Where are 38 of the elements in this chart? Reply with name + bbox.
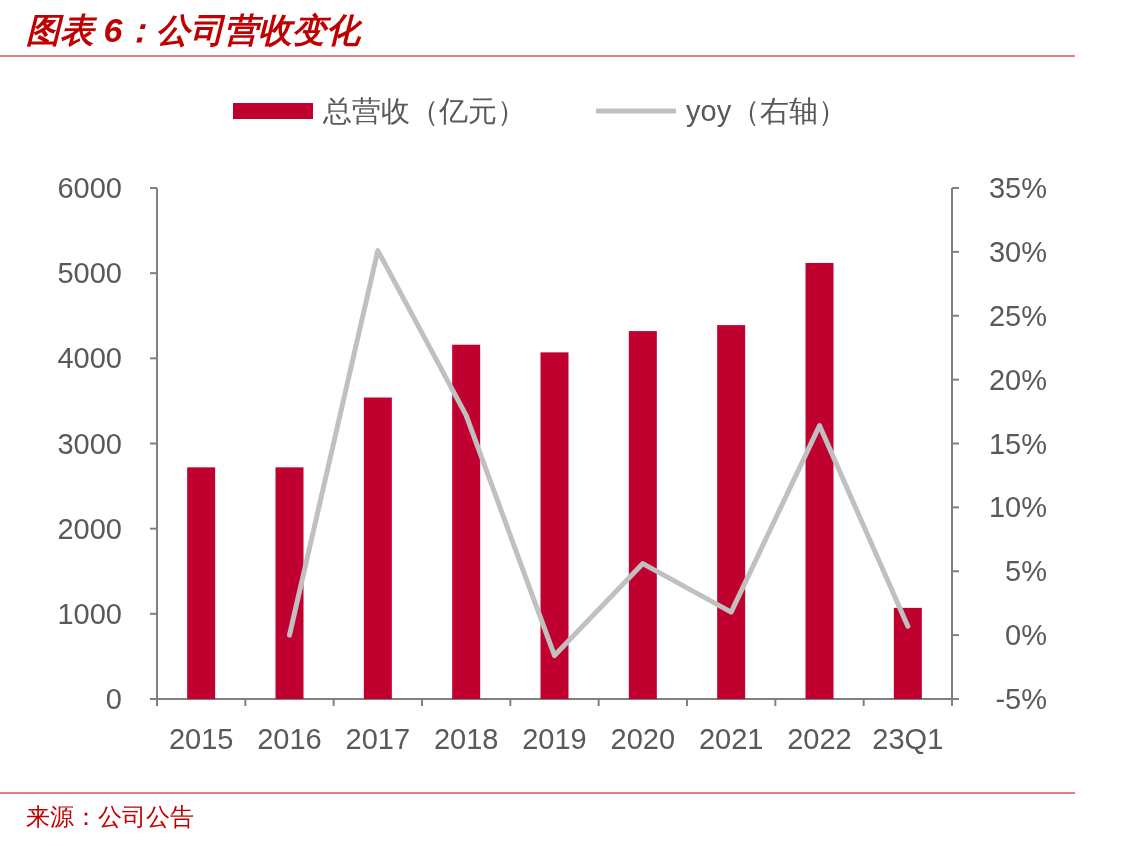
- y-tick-label: 2000: [57, 512, 122, 545]
- y-tick-label: 6000: [57, 172, 122, 204]
- bar: [187, 467, 216, 699]
- y2-tick-label: 10%: [988, 491, 1047, 524]
- y2-tick-label: 35%: [988, 172, 1047, 204]
- bar: [275, 467, 304, 699]
- bar: [717, 325, 746, 699]
- y2-tick-label: 15%: [988, 427, 1047, 460]
- chart-title: 图表 6：公司营收变化: [26, 11, 364, 49]
- y2-tick-label: 0%: [1005, 619, 1047, 652]
- y2-tick-label: 25%: [988, 299, 1047, 332]
- y2-tick-label: 20%: [988, 363, 1047, 396]
- y-tick-label: 4000: [57, 342, 122, 375]
- bar: [893, 607, 922, 699]
- x-tick-label: 2018: [433, 723, 499, 755]
- x-tick-label: 2020: [610, 723, 676, 755]
- bar: [452, 344, 481, 699]
- x-tick-label: 23Q1: [872, 723, 944, 755]
- x-tick-label: 2019: [522, 723, 587, 755]
- y2-tick-label: 30%: [988, 235, 1047, 268]
- bar: [540, 352, 569, 699]
- y2-tick-label: 5%: [1005, 555, 1047, 588]
- x-tick-label: 2022: [787, 723, 852, 755]
- y-tick-label: 0: [105, 683, 122, 715]
- x-tick-label: 2021: [698, 723, 764, 755]
- y2-tick-label: -5%: [995, 683, 1047, 715]
- x-tick-label: 2015: [168, 723, 234, 755]
- y-tick-label: 1000: [57, 597, 122, 630]
- legend-label: 总营收（亿元）: [322, 95, 526, 127]
- bar: [628, 331, 657, 699]
- bar: [805, 262, 834, 699]
- y-tick-label: 3000: [57, 427, 122, 460]
- bar: [363, 397, 392, 699]
- y-tick-label: 5000: [57, 257, 122, 290]
- legend-label: yoy（右轴）: [686, 95, 848, 127]
- x-tick-label: 2016: [257, 723, 322, 755]
- source-note: 来源：公司公告: [26, 803, 194, 830]
- x-tick-label: 2017: [345, 723, 411, 755]
